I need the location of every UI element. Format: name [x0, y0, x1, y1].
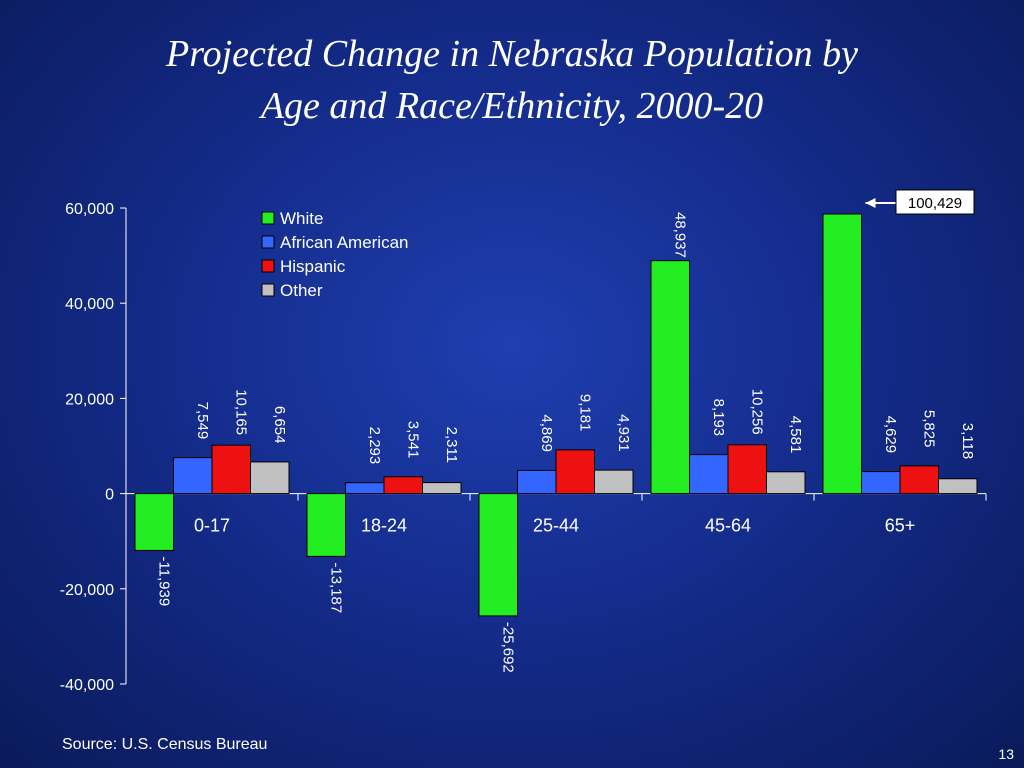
- data-label: -11,939: [155, 556, 172, 606]
- y-tick-label: 60,000: [65, 201, 114, 218]
- callout-box: [895, 189, 975, 215]
- bar-white: [306, 493, 346, 557]
- category-label: 0-17: [194, 516, 230, 536]
- y-tick-label: -40,000: [60, 677, 114, 694]
- data-label: 4,869: [538, 414, 555, 452]
- data-label: -25,692: [499, 622, 516, 673]
- bar-white: [478, 493, 518, 617]
- data-label: 3,541: [404, 421, 421, 459]
- data-label: 48,937: [671, 212, 688, 258]
- title-line-1: Projected Change in Nebraska Population …: [166, 33, 858, 75]
- bar-african-american: [173, 457, 213, 495]
- legend-label: Other: [280, 281, 323, 300]
- legend-swatch: [261, 235, 275, 249]
- y-tick-label: 40,000: [65, 296, 114, 313]
- title-line-2: Age and Race/Ethnicity, 2000-20: [260, 85, 764, 127]
- source-note: Source: U.S. Census Bureau: [62, 736, 268, 753]
- category-label: 45-64: [705, 516, 751, 536]
- category-label: 65+: [885, 516, 916, 536]
- chart-title: Projected Change in Nebraska Population …: [0, 28, 1024, 132]
- bar-other: [766, 471, 806, 495]
- bar-hispanic: [555, 449, 595, 495]
- data-label: 2,311: [443, 427, 460, 463]
- data-label: 8,193: [710, 399, 727, 437]
- data-label: 4,581: [787, 416, 804, 454]
- data-label: 9,181: [576, 394, 593, 432]
- bar-other: [422, 482, 462, 495]
- bar-white: [134, 493, 174, 551]
- data-label: -13,187: [327, 562, 344, 613]
- data-label: 4,629: [882, 416, 899, 454]
- category-label: 18-24: [361, 516, 407, 536]
- data-label: 7,549: [194, 402, 211, 440]
- bar-african-american: [345, 482, 385, 495]
- bar-white: [822, 213, 862, 495]
- legend-label: Hispanic: [280, 257, 346, 276]
- y-tick-label: 0: [105, 487, 114, 504]
- y-tick-label: 20,000: [65, 391, 114, 408]
- page-number: 13: [998, 746, 1014, 762]
- y-tick-label: -20,000: [60, 582, 114, 599]
- legend-swatch: [261, 259, 275, 273]
- bar-hispanic: [899, 465, 939, 495]
- bar-african-american: [517, 469, 557, 495]
- bar-african-american: [689, 454, 729, 495]
- bar-hispanic: [383, 476, 423, 495]
- category-label: 25-44: [533, 516, 579, 536]
- legend-label: African American: [280, 233, 409, 252]
- data-label: 3,118: [959, 423, 976, 459]
- bar-other: [938, 478, 978, 495]
- bar-hispanic: [211, 444, 251, 495]
- data-label: 4,931: [615, 414, 632, 452]
- legend-label: White: [280, 209, 323, 228]
- data-label: 5,825: [920, 410, 937, 448]
- bar-other: [250, 461, 290, 495]
- legend-swatch: [261, 211, 275, 225]
- bar-african-american: [861, 471, 901, 495]
- data-label: 10,165: [232, 389, 249, 435]
- bar-other: [594, 469, 634, 495]
- bar-white: [650, 260, 690, 495]
- data-label: 10,256: [748, 389, 765, 435]
- bar-hispanic: [727, 444, 767, 495]
- callout-arrow-head: [865, 198, 876, 208]
- callout-label: 100,429: [908, 195, 962, 212]
- data-label: 6,654: [271, 406, 288, 444]
- data-label: 2,293: [366, 427, 383, 465]
- legend-swatch: [261, 283, 275, 297]
